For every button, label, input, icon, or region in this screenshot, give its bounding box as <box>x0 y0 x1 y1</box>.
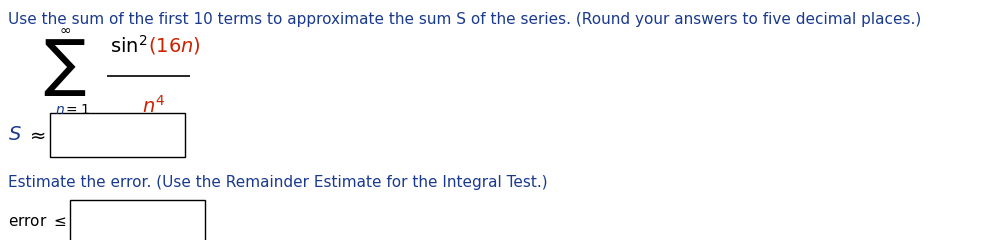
Text: $\mathregular{sin}^2$: $\mathregular{sin}^2$ <box>110 35 148 57</box>
Text: Estimate the error. (Use the Remainder Estimate for the Integral Test.): Estimate the error. (Use the Remainder E… <box>8 174 548 190</box>
Text: $\infty$: $\infty$ <box>59 23 71 37</box>
Bar <box>50 113 185 157</box>
Text: $= 1$: $= 1$ <box>63 103 89 117</box>
Text: $(16n)$: $(16n)$ <box>148 36 201 56</box>
Text: $n^4$: $n^4$ <box>142 95 165 117</box>
Text: Use the sum of the first 10 terms to approximate the sum S of the series. (Round: Use the sum of the first 10 terms to app… <box>8 12 922 27</box>
Text: $n$: $n$ <box>55 103 65 117</box>
Bar <box>70 200 205 240</box>
Text: $\approx$: $\approx$ <box>26 126 46 144</box>
Text: $\sum$: $\sum$ <box>43 37 86 98</box>
Text: error $\leq$: error $\leq$ <box>8 215 66 229</box>
Text: $S$: $S$ <box>8 126 22 144</box>
